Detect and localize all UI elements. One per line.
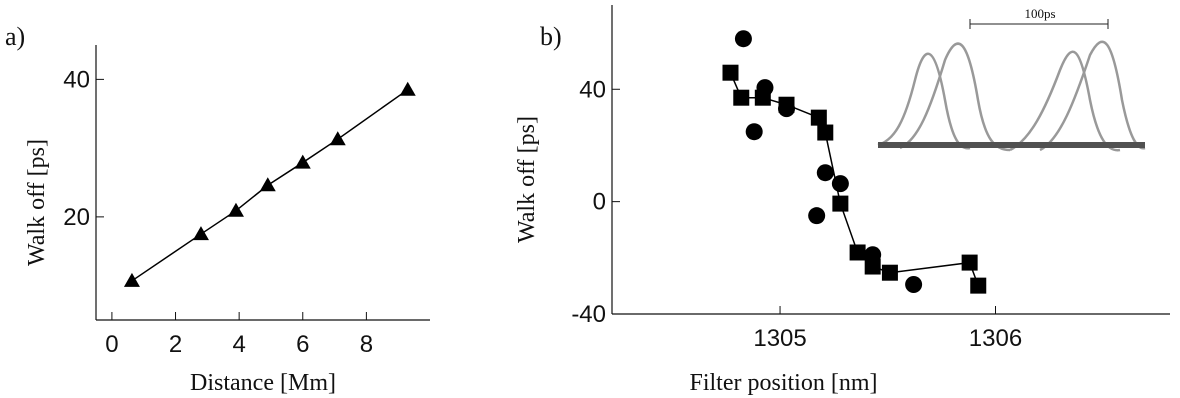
marker-circle bbox=[756, 79, 773, 96]
marker-square bbox=[970, 278, 986, 294]
x-tick-label: 1306 bbox=[969, 325, 1022, 352]
inset-label: 100ps bbox=[1024, 6, 1055, 21]
marker-square bbox=[850, 244, 866, 260]
figure: 100ps 0 2 4 6 8 20 40 Distance [Mm] Walk off [ps… bbox=[0, 0, 1180, 398]
y-axis-label: Walk off [ps] bbox=[514, 116, 540, 243]
marker-triangle bbox=[295, 155, 311, 169]
marker-circle bbox=[778, 100, 795, 117]
x-tick-label: 6 bbox=[296, 331, 309, 358]
x-axis-label: Filter position [nm] bbox=[690, 370, 878, 396]
y-tick-label: 20 bbox=[63, 204, 90, 231]
y-tick-label: 40 bbox=[579, 76, 606, 103]
marker-square bbox=[962, 255, 978, 271]
marker-square bbox=[817, 125, 833, 141]
panel-label: b) bbox=[540, 22, 562, 51]
marker-circle bbox=[832, 175, 849, 192]
marker-circle bbox=[817, 164, 834, 181]
x-tick-label: 1305 bbox=[753, 325, 806, 352]
inset bbox=[878, 42, 1145, 150]
marker-circle bbox=[808, 207, 825, 224]
y-tick-label: 0 bbox=[593, 189, 606, 216]
marker-triangle bbox=[228, 203, 244, 217]
x-tick-label: 0 bbox=[105, 331, 118, 358]
marker-circle bbox=[905, 276, 922, 293]
x-tick-label: 8 bbox=[360, 331, 373, 358]
marker-circle bbox=[864, 246, 881, 263]
x-tick-label: 2 bbox=[169, 331, 182, 358]
y-tick-label: 40 bbox=[63, 66, 90, 93]
marker-triangle bbox=[260, 177, 276, 191]
panel-label: a) bbox=[5, 22, 25, 51]
marker-square bbox=[832, 196, 848, 212]
marker-triangle bbox=[400, 82, 416, 96]
x-axis-label: Distance [Mm] bbox=[190, 370, 336, 396]
x-tick-label: 4 bbox=[232, 331, 245, 358]
marker-circle bbox=[746, 123, 763, 140]
marker-triangle bbox=[330, 131, 346, 145]
marker-square bbox=[722, 65, 738, 81]
y-tick-label: -40 bbox=[571, 301, 606, 328]
y-axis-label: Walk off [ps] bbox=[24, 139, 50, 266]
marker-circle bbox=[735, 30, 752, 47]
marker-square bbox=[733, 90, 749, 106]
marker-triangle bbox=[124, 273, 140, 287]
marker-square bbox=[882, 265, 898, 281]
marker-square bbox=[811, 110, 827, 126]
marker-triangle bbox=[193, 226, 209, 240]
